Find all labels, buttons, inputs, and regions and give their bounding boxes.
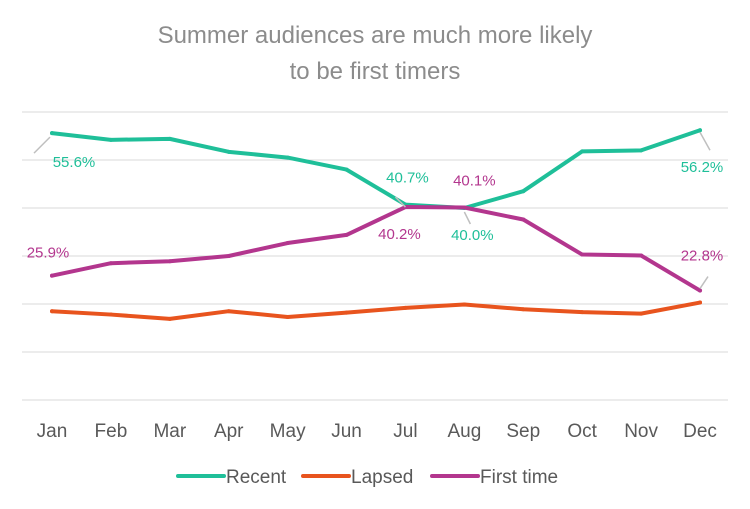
data-point: [403, 305, 408, 310]
data-label: 40.2%: [378, 226, 421, 243]
x-tick-label: Oct: [567, 421, 597, 442]
data-point: [167, 136, 172, 141]
data-point: [580, 149, 585, 154]
data-label: 40.1%: [453, 173, 496, 190]
data-label: 22.8%: [681, 248, 724, 265]
legend-label: First time: [480, 467, 558, 488]
data-point: [50, 273, 54, 278]
data-label-leader: [699, 131, 711, 151]
data-point: [462, 302, 467, 307]
x-tick-label: Nov: [624, 421, 658, 442]
data-point: [285, 314, 290, 319]
data-point: [167, 316, 172, 321]
x-tick-label: Jan: [37, 421, 68, 442]
data-point: [521, 189, 526, 194]
data-label: 40.0%: [451, 227, 494, 244]
data-label-leader: [394, 196, 406, 208]
legend-label: Lapsed: [351, 467, 413, 488]
x-tick-label: Mar: [153, 421, 186, 442]
data-point: [344, 232, 349, 237]
data-label: 56.2%: [681, 159, 724, 176]
data-label-leader: [699, 276, 709, 289]
data-point: [580, 252, 585, 257]
legend-label: Recent: [226, 467, 287, 488]
data-point: [50, 131, 54, 136]
series-line-lapsed: [50, 300, 702, 321]
data-label: 55.6%: [53, 154, 96, 171]
data-label: 40.7%: [386, 170, 429, 187]
data-point: [462, 205, 467, 210]
data-point: [639, 253, 644, 258]
series-line-recent: [50, 128, 702, 210]
data-point: [108, 261, 113, 266]
series-line-first-time: [50, 205, 702, 293]
x-tick-label: Aug: [447, 421, 481, 442]
data-point: [698, 300, 702, 305]
data-point: [344, 310, 349, 315]
x-tick-label: Apr: [214, 421, 244, 442]
data-point: [226, 254, 231, 258]
data-point: [639, 311, 644, 316]
data-point: [108, 137, 113, 142]
data-point: [167, 259, 172, 264]
chart-title-line-1: Summer audiences are much more likely: [157, 22, 593, 49]
x-tick-label: Jul: [393, 421, 417, 442]
x-tick-label: May: [270, 421, 306, 442]
data-point: [698, 128, 702, 133]
data-label-leader: [33, 136, 51, 154]
chart-title-line-2: to be first timers: [289, 58, 461, 85]
data-label: 25.9%: [27, 245, 70, 262]
data-point: [226, 149, 231, 154]
data-point: [285, 155, 290, 160]
x-tick-label: Dec: [683, 421, 717, 442]
data-label-leader: [463, 211, 472, 225]
x-tick-label: Feb: [95, 421, 128, 442]
data-point: [344, 167, 349, 172]
data-point: [50, 309, 54, 314]
data-point: [226, 309, 231, 314]
x-tick-label: Sep: [506, 421, 540, 442]
data-point: [639, 148, 644, 153]
data-point: [521, 307, 526, 312]
data-point: [580, 310, 585, 315]
data-point: [698, 288, 702, 293]
data-point: [108, 312, 113, 317]
data-point: [285, 241, 290, 246]
x-tick-label: Jun: [331, 421, 362, 442]
data-point: [521, 217, 526, 222]
